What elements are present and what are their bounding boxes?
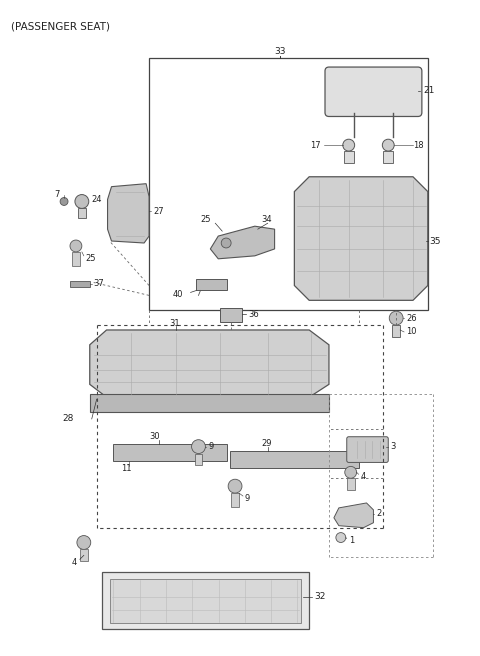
Text: 35: 35 xyxy=(430,237,441,245)
Text: 24: 24 xyxy=(92,195,102,204)
Text: 25: 25 xyxy=(86,255,96,263)
Text: 3: 3 xyxy=(390,442,396,451)
Text: 10: 10 xyxy=(406,327,417,337)
Text: 11: 11 xyxy=(121,464,132,473)
Bar xyxy=(109,579,301,623)
Text: 9: 9 xyxy=(245,493,250,502)
Circle shape xyxy=(228,480,242,493)
Text: 17: 17 xyxy=(311,140,321,150)
Text: 34: 34 xyxy=(262,215,272,224)
Text: 27: 27 xyxy=(153,207,164,216)
Circle shape xyxy=(221,238,231,248)
Text: 7: 7 xyxy=(54,190,60,199)
Bar xyxy=(78,209,86,218)
Bar xyxy=(149,58,428,310)
Text: 31: 31 xyxy=(169,319,180,327)
Text: 4: 4 xyxy=(72,558,77,567)
Text: 18: 18 xyxy=(413,140,423,150)
Text: 2: 2 xyxy=(376,509,382,518)
Text: (PASSENGER SEAT): (PASSENGER SEAT) xyxy=(11,22,110,31)
Circle shape xyxy=(70,240,82,252)
Bar xyxy=(194,453,203,465)
Polygon shape xyxy=(90,330,329,397)
Text: 32: 32 xyxy=(314,592,325,602)
Bar xyxy=(72,252,80,266)
FancyBboxPatch shape xyxy=(347,437,388,462)
Polygon shape xyxy=(108,184,149,243)
Text: 4: 4 xyxy=(360,472,366,481)
Text: 36: 36 xyxy=(248,310,259,319)
Text: 21: 21 xyxy=(424,87,435,95)
Text: 40: 40 xyxy=(173,290,183,299)
Bar xyxy=(80,550,88,562)
Text: 26: 26 xyxy=(406,314,417,323)
FancyBboxPatch shape xyxy=(325,67,422,117)
Bar xyxy=(195,279,227,291)
Bar xyxy=(230,451,359,468)
Circle shape xyxy=(75,195,89,209)
Bar xyxy=(231,493,239,507)
Text: 30: 30 xyxy=(149,432,160,441)
Circle shape xyxy=(60,197,68,205)
Text: 29: 29 xyxy=(262,439,272,448)
Bar xyxy=(102,572,309,630)
Bar xyxy=(392,325,400,337)
Bar xyxy=(384,151,393,163)
Bar xyxy=(344,151,354,163)
Text: 1: 1 xyxy=(349,536,354,545)
Circle shape xyxy=(389,311,403,325)
Polygon shape xyxy=(210,226,275,259)
Circle shape xyxy=(336,533,346,543)
Circle shape xyxy=(192,440,205,453)
Bar xyxy=(70,281,90,287)
Circle shape xyxy=(77,535,91,550)
Circle shape xyxy=(343,139,355,151)
Circle shape xyxy=(383,139,394,151)
Text: 33: 33 xyxy=(274,47,285,56)
Text: 37: 37 xyxy=(94,279,105,288)
Polygon shape xyxy=(334,503,373,527)
Text: 28: 28 xyxy=(62,415,73,423)
Text: 25: 25 xyxy=(201,215,211,224)
Polygon shape xyxy=(294,176,428,300)
Bar xyxy=(220,308,242,322)
Bar xyxy=(113,443,227,461)
Bar xyxy=(90,394,329,412)
Circle shape xyxy=(345,466,357,478)
Text: 9: 9 xyxy=(208,442,214,451)
Bar xyxy=(347,478,355,490)
